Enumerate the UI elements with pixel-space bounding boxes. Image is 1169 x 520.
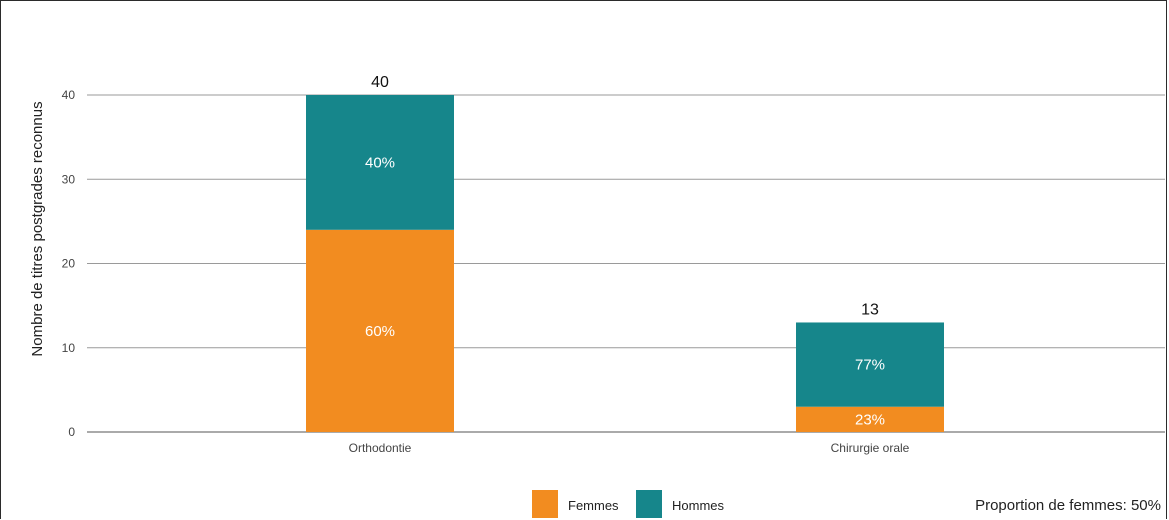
footer-note: Proportion de femmes: 50% (975, 497, 1161, 514)
y-tick-label: 0 (68, 425, 75, 439)
y-axis-label: Nombre de titres postgrades reconnus (29, 101, 46, 356)
x-tick-label: Orthodontie (349, 441, 412, 455)
segment-percent-label: 23% (855, 411, 885, 428)
segment-percent-label: 40% (365, 154, 395, 171)
bar-total-label: 13 (861, 301, 879, 318)
y-tick-label: 40 (62, 88, 76, 102)
bar-segment (796, 406, 944, 432)
segment-percent-label: 60% (365, 323, 395, 340)
legend-entry-label: Femmes (568, 498, 619, 513)
bar-segment (306, 95, 454, 230)
y-tick-label: 10 (62, 341, 76, 355)
y-tick-label: 30 (62, 172, 76, 186)
segment-percent-label: 77% (855, 357, 885, 374)
legend-swatch (532, 490, 558, 518)
y-tick-label: 20 (62, 257, 76, 271)
bar-segment (306, 229, 454, 432)
bar-segment (796, 322, 944, 407)
x-tick-label: Chirurgie orale (831, 441, 910, 455)
bar-total-label: 40 (371, 74, 389, 91)
legend-entry-label: Hommes (672, 498, 725, 513)
legend-swatch (636, 490, 662, 518)
legend: Femmes Hommes (532, 490, 725, 518)
